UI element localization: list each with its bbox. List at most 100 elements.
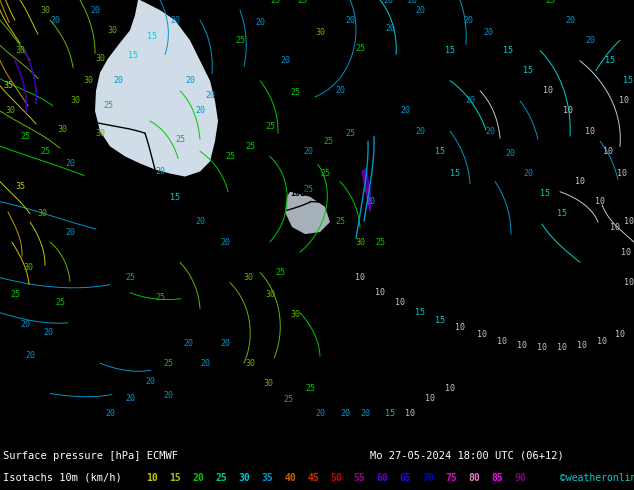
Text: 25: 25 bbox=[303, 185, 313, 194]
Text: 15: 15 bbox=[623, 76, 633, 85]
Text: 10: 10 bbox=[615, 330, 625, 340]
Text: 10: 10 bbox=[619, 97, 629, 105]
Text: 25: 25 bbox=[545, 0, 555, 4]
Text: 20: 20 bbox=[505, 149, 515, 158]
Text: 20: 20 bbox=[340, 409, 350, 418]
Text: 10: 10 bbox=[455, 323, 465, 332]
Text: ©weatheronline.co.uk: ©weatheronline.co.uk bbox=[560, 473, 634, 483]
Text: 10: 10 bbox=[563, 106, 573, 116]
Text: 20: 20 bbox=[145, 377, 155, 386]
Text: 20: 20 bbox=[65, 227, 75, 237]
Text: 20: 20 bbox=[465, 97, 475, 105]
Text: 20: 20 bbox=[113, 76, 123, 85]
Text: 20: 20 bbox=[163, 391, 173, 400]
Text: 30: 30 bbox=[95, 129, 105, 138]
Text: 30: 30 bbox=[5, 106, 15, 116]
Text: 20: 20 bbox=[25, 351, 35, 360]
Text: 30: 30 bbox=[70, 97, 80, 105]
Text: 20: 20 bbox=[585, 36, 595, 45]
Text: 15: 15 bbox=[503, 46, 513, 55]
Text: 20: 20 bbox=[205, 91, 215, 100]
Text: 35: 35 bbox=[3, 81, 13, 90]
Text: 10: 10 bbox=[477, 330, 487, 340]
Text: 20: 20 bbox=[50, 16, 60, 24]
Text: 10: 10 bbox=[617, 169, 627, 178]
Text: 25: 25 bbox=[283, 395, 293, 404]
Text: 10: 10 bbox=[624, 278, 634, 287]
Text: 10: 10 bbox=[375, 288, 385, 297]
Text: 35: 35 bbox=[15, 182, 25, 191]
Text: 20: 20 bbox=[407, 0, 417, 4]
Text: 15: 15 bbox=[435, 147, 445, 156]
Text: 20: 20 bbox=[155, 167, 165, 176]
Text: 25: 25 bbox=[163, 359, 173, 368]
Text: 10: 10 bbox=[146, 473, 158, 483]
Text: 15: 15 bbox=[415, 308, 425, 318]
Text: 15: 15 bbox=[557, 209, 567, 219]
Text: 20: 20 bbox=[195, 106, 205, 116]
Text: 20: 20 bbox=[43, 328, 53, 338]
Text: 25: 25 bbox=[175, 135, 185, 144]
Text: 20: 20 bbox=[220, 339, 230, 347]
Text: 10: 10 bbox=[445, 384, 455, 393]
Text: 15: 15 bbox=[540, 189, 550, 198]
Text: 20: 20 bbox=[20, 320, 30, 329]
Text: 15: 15 bbox=[128, 51, 138, 60]
Text: 20: 20 bbox=[105, 409, 115, 418]
Text: 25: 25 bbox=[103, 101, 113, 110]
Text: 15: 15 bbox=[385, 409, 395, 418]
Text: 20: 20 bbox=[463, 16, 473, 24]
Text: 30: 30 bbox=[57, 124, 67, 134]
Text: 20: 20 bbox=[523, 169, 533, 178]
Text: Surface pressure [hPa] ECMWF: Surface pressure [hPa] ECMWF bbox=[3, 451, 178, 461]
Text: 25: 25 bbox=[20, 132, 30, 141]
Text: 15: 15 bbox=[147, 32, 157, 41]
Text: 20: 20 bbox=[65, 159, 75, 168]
Text: 30: 30 bbox=[245, 359, 255, 368]
Text: 25: 25 bbox=[10, 290, 20, 299]
Text: 40: 40 bbox=[284, 473, 296, 483]
Text: 10: 10 bbox=[543, 86, 553, 96]
Text: 10: 10 bbox=[597, 337, 607, 345]
Text: 25: 25 bbox=[335, 218, 345, 226]
Text: 30: 30 bbox=[243, 273, 253, 282]
Text: 85: 85 bbox=[491, 473, 503, 483]
Text: 65: 65 bbox=[399, 473, 411, 483]
Text: 20: 20 bbox=[303, 147, 313, 156]
Text: 20: 20 bbox=[385, 24, 395, 33]
Text: 30: 30 bbox=[315, 28, 325, 37]
Text: 10: 10 bbox=[577, 341, 587, 349]
Text: 55: 55 bbox=[353, 473, 365, 483]
Text: 25: 25 bbox=[275, 268, 285, 277]
Text: 15: 15 bbox=[169, 473, 181, 483]
Text: 20: 20 bbox=[200, 359, 210, 368]
Text: 30: 30 bbox=[265, 290, 275, 299]
Text: 15: 15 bbox=[450, 169, 460, 178]
Text: 20: 20 bbox=[255, 18, 265, 26]
Text: 25: 25 bbox=[215, 473, 227, 483]
Text: 10: 10 bbox=[425, 394, 435, 403]
Text: 10: 10 bbox=[517, 341, 527, 349]
Polygon shape bbox=[362, 169, 371, 212]
Text: Isotachs 10m (km/h): Isotachs 10m (km/h) bbox=[3, 473, 122, 483]
Text: 25: 25 bbox=[40, 147, 50, 156]
Text: 75: 75 bbox=[445, 473, 457, 483]
Text: 20: 20 bbox=[280, 56, 290, 65]
Text: 25: 25 bbox=[55, 298, 65, 307]
Text: 20: 20 bbox=[195, 218, 205, 226]
Text: 30: 30 bbox=[83, 76, 93, 85]
Text: 30: 30 bbox=[238, 473, 250, 483]
Text: 15: 15 bbox=[445, 46, 455, 55]
Text: 20: 20 bbox=[192, 473, 204, 483]
Text: 35: 35 bbox=[261, 473, 273, 483]
Text: 10: 10 bbox=[537, 343, 547, 352]
Text: 1010: 1010 bbox=[290, 189, 310, 198]
Text: 20: 20 bbox=[183, 339, 193, 347]
Text: Mo 27-05-2024 18:00 UTC (06+12): Mo 27-05-2024 18:00 UTC (06+12) bbox=[370, 451, 564, 461]
Text: 20: 20 bbox=[220, 238, 230, 246]
Text: 15: 15 bbox=[435, 317, 445, 325]
Text: 15: 15 bbox=[170, 193, 180, 202]
Text: 30: 30 bbox=[40, 5, 50, 15]
Text: 25: 25 bbox=[320, 169, 330, 178]
Text: 10: 10 bbox=[395, 298, 405, 307]
